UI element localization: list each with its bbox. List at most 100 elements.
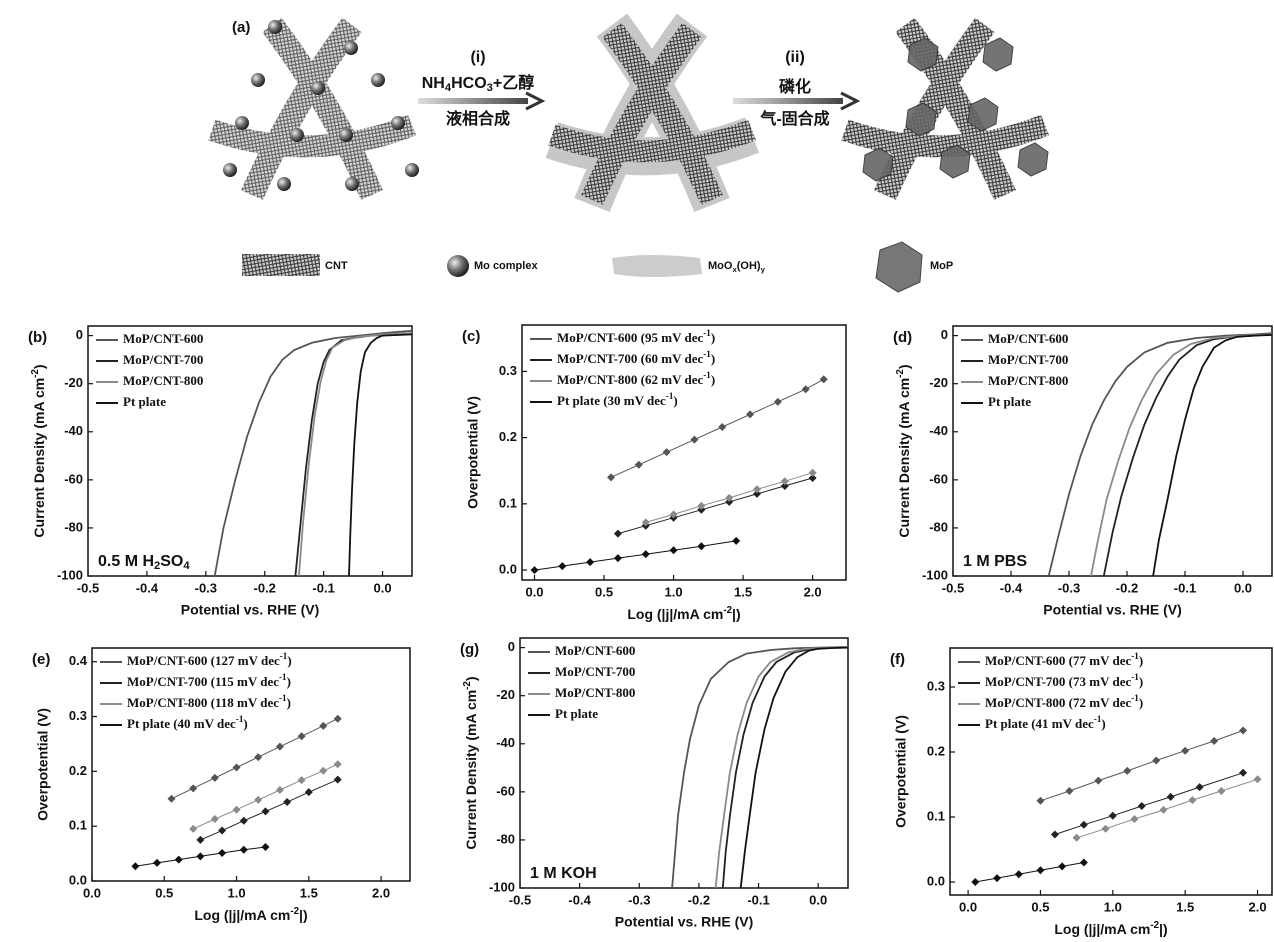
data-point: [167, 794, 176, 803]
superscript: -1: [703, 370, 711, 380]
fit-line: [192, 763, 338, 830]
mo-complex-spheres: [223, 20, 419, 191]
text-run: ): [287, 695, 291, 710]
y-tick-label: -80: [64, 519, 83, 534]
data-point: [1217, 787, 1226, 795]
data-point: [131, 862, 140, 871]
data-point: [753, 485, 762, 494]
y-axis-label: Overpotential (V): [893, 715, 909, 828]
text-run: MoP/CNT-600 (95 mV dec: [557, 330, 703, 345]
legend-label: MoP/CNT-700 (115 mV dec-1): [127, 672, 291, 689]
x-tick-label: 2.0: [1248, 899, 1266, 914]
legend-label: Pt plate (40 mV dec-1): [127, 714, 248, 731]
data-point: [297, 732, 306, 741]
data-point: [801, 385, 810, 394]
data-point: [239, 816, 248, 825]
data-point: [641, 550, 650, 559]
text-run: ): [673, 393, 677, 408]
x-axis-label: Potential vs. RHE (V): [1043, 602, 1181, 618]
superscript: -1: [703, 328, 711, 338]
y-tick-label: 0.1: [69, 818, 87, 833]
data-point: [586, 558, 595, 567]
data-point: [218, 826, 227, 835]
text-run: |): [1159, 921, 1168, 937]
text-run: Current Density (mA cm: [463, 690, 479, 850]
text-run: MoP/CNT-600 (77 mV dec: [985, 653, 1131, 668]
data-point: [1079, 820, 1088, 829]
y-tick-label: 0.3: [927, 678, 945, 693]
panel-label: (c): [462, 328, 480, 345]
method: 气-固合成: [759, 109, 829, 128]
data-point: [697, 542, 706, 551]
data-point: [196, 835, 205, 844]
fit-line: [975, 862, 1084, 883]
text-run: ): [287, 653, 291, 668]
x-tick-label: -0.2: [1116, 580, 1138, 595]
series-line: [213, 329, 413, 577]
text-run: MoP/CNT-700 (60 mV dec: [557, 351, 703, 366]
data-point: [1036, 866, 1045, 875]
data-point: [530, 566, 539, 575]
text-run: MoP/CNT-800 (118 mV dec: [127, 695, 279, 710]
legend-label: MoP/CNT-700 (60 mV dec-1): [557, 349, 715, 366]
x-tick-label: -0.3: [1058, 580, 1080, 595]
data-point: [971, 878, 980, 886]
data-point: [1239, 768, 1248, 777]
legend-label: MoP/CNT-800 (72 mV dec-1): [985, 693, 1143, 710]
text-run: MoP/CNT-600 (127 mV dec: [127, 653, 280, 668]
chart-panel: 0.0 0.5 1.0 1.5 2.0 0.0 0.1 0.2 0.3 Log (|j|/mA c…: [890, 647, 1273, 937]
data-point: [746, 410, 755, 419]
data-point: [333, 714, 342, 723]
data-point: [319, 721, 328, 730]
reagent: 磷化: [779, 77, 811, 96]
text-run: MoP/CNT-800 (72 mV dec: [985, 695, 1131, 710]
cnt-scene-1: [212, 25, 412, 195]
chart-panel: -0.5 -0.4 -0.3 -0.2 -0.1 0.0 0 -20 -40 -60 -80 -100…: [460, 637, 849, 930]
data-point: [1188, 796, 1197, 805]
plot-frame: [87, 325, 413, 577]
legend-label: MoP/CNT-600 (127 mV dec-1): [127, 651, 292, 668]
text-run: +乙醇: [493, 73, 534, 92]
series-line: [348, 333, 413, 577]
x-tick-label: 2.0: [372, 885, 390, 900]
series-line: [714, 646, 849, 889]
data-point: [297, 776, 306, 785]
plot-frame: [91, 647, 411, 882]
x-tick-label: 2.0: [804, 584, 822, 599]
x-axis-label: Log (|j|/mA cm-2|): [627, 605, 740, 622]
y-tick-label: 0.2: [499, 429, 517, 444]
superscript: -1: [279, 693, 287, 703]
data-point: [1152, 756, 1161, 765]
data-point: [606, 473, 615, 482]
superscript: -1: [1131, 693, 1139, 703]
text-run: ): [1101, 716, 1105, 731]
data-point: [690, 435, 699, 444]
schematic: (a) (i) NH4HCO3+乙醇 液相合成 (ii) 磷化 气-固合成: [212, 19, 1048, 293]
x-tick-label: -0.3: [195, 580, 217, 595]
y-tick-label: 0.2: [69, 763, 87, 778]
subscript: 2: [154, 560, 160, 572]
y-tick-label: -20: [496, 687, 515, 702]
y-axis-label: Current Density (mA cm-2): [30, 364, 47, 537]
x-tick-label: -0.4: [1000, 580, 1023, 595]
legend-label: MoP/CNT-700 (73 mV dec-1): [985, 672, 1143, 689]
legend-label: CNT: [325, 260, 348, 272]
text-run: ): [287, 674, 291, 689]
text-run: ): [1139, 653, 1143, 668]
fit-line: [617, 477, 813, 535]
y-tick-label: -60: [929, 471, 948, 486]
text-run: ): [463, 676, 479, 681]
fit-line: [1040, 730, 1244, 802]
plot-frame: [521, 324, 847, 581]
data-point: [333, 760, 342, 769]
y-tick-label: -100: [922, 567, 948, 582]
text-run: Log (|j|/mA cm: [194, 907, 290, 923]
data-point: [669, 510, 678, 519]
text-run: NH: [422, 75, 445, 92]
superscript: -2: [462, 681, 473, 690]
data-point: [304, 788, 313, 797]
x-tick-label: 0.0: [83, 885, 101, 900]
data-point: [725, 493, 734, 502]
panel-label: (f): [890, 651, 905, 668]
x-tick-label: 0.5: [1031, 899, 1049, 914]
